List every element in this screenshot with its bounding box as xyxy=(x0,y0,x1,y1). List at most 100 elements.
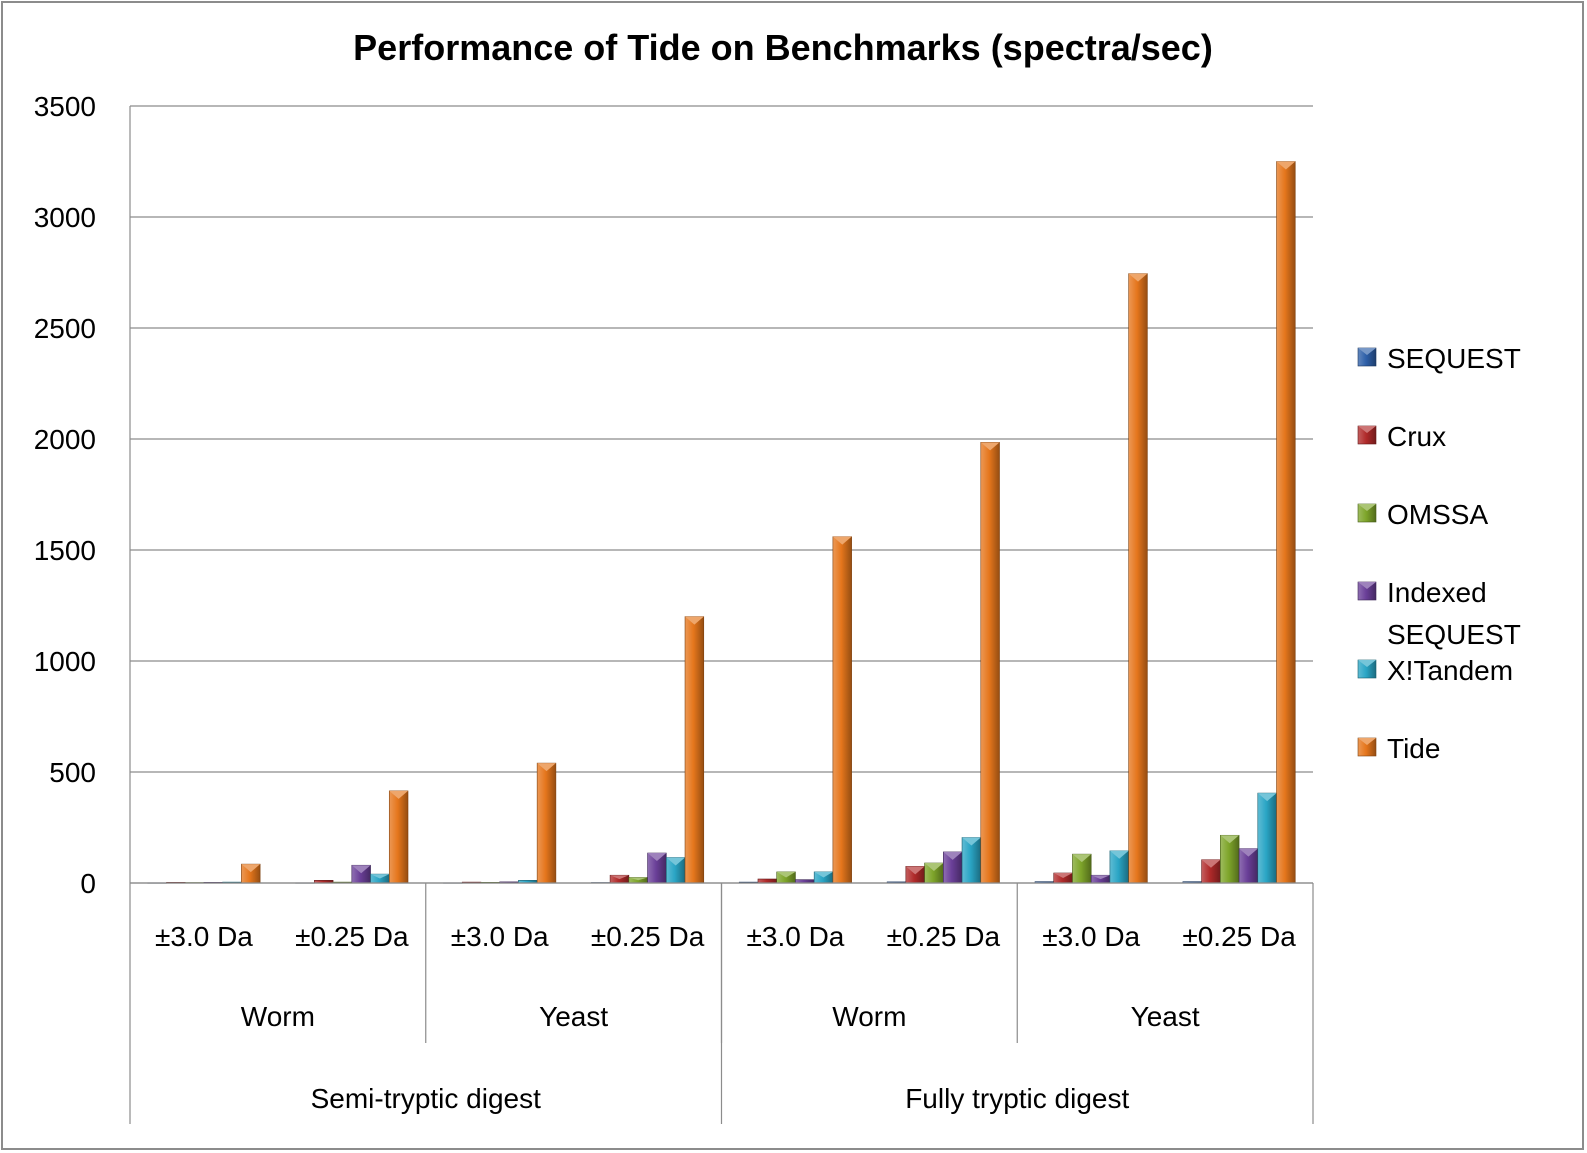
bar xyxy=(1238,848,1259,884)
x-supergroup-label: Fully tryptic digest xyxy=(905,1083,1129,1114)
bar-cap xyxy=(370,874,390,879)
x-tick-label: ±0.25 Da xyxy=(591,921,705,952)
y-tick-label: 1500 xyxy=(34,535,96,566)
bar xyxy=(1072,853,1092,884)
bar-cap xyxy=(1128,273,1148,282)
bar xyxy=(609,874,630,884)
bar xyxy=(980,442,1000,884)
legend-swatch-cap xyxy=(1358,660,1376,667)
x-group-label: Yeast xyxy=(539,1001,608,1032)
y-tick-label: 3000 xyxy=(34,202,96,233)
legend-swatch-cap xyxy=(1358,582,1376,589)
bar-cap xyxy=(943,851,963,860)
bar xyxy=(1257,792,1277,884)
legend-label: OMSSA xyxy=(1387,499,1488,530)
x-tick-label: ±0.25 Da xyxy=(887,921,1001,952)
y-tick-label: 1000 xyxy=(34,646,96,677)
bar-cap xyxy=(628,877,648,881)
legend-item: Crux xyxy=(1357,421,1446,452)
bar xyxy=(351,864,371,884)
x-tick-label: ±3.0 Da xyxy=(451,921,549,952)
bar xyxy=(943,851,963,884)
y-axis: 0 500 1000 1500 2000 2500 3000 3500 xyxy=(34,91,131,899)
bar-cap xyxy=(647,853,667,862)
legend-label: Tide xyxy=(1387,733,1440,764)
bar-cap xyxy=(962,837,981,846)
legend-item: Tide xyxy=(1357,733,1440,764)
legend-label: X!Tandem xyxy=(1387,655,1513,686)
bar-cap xyxy=(1257,793,1277,802)
legend: SEQUEST Crux OMSSA Indexed SEQUEST X!Tandem Ti… xyxy=(1357,343,1521,764)
y-tick-label: 2000 xyxy=(34,424,96,455)
bar-body xyxy=(980,442,1000,884)
x-tick-label: ±3.0 Da xyxy=(747,921,845,952)
legend-swatch-cap xyxy=(1358,348,1376,355)
legend-label: Crux xyxy=(1387,421,1446,452)
bar xyxy=(536,762,557,884)
bar-cap xyxy=(1109,850,1129,859)
bar-cap xyxy=(1220,835,1240,844)
legend-item: OMSSA xyxy=(1357,499,1488,530)
bar-body xyxy=(388,790,409,884)
y-tick-label: 2500 xyxy=(34,313,96,344)
bar-body xyxy=(1276,161,1296,884)
bar-cap xyxy=(776,871,796,878)
y-tick-label: 0 xyxy=(80,868,96,899)
bar xyxy=(370,873,390,884)
bar xyxy=(1220,834,1240,884)
bar-cap xyxy=(980,442,1000,451)
bar xyxy=(961,837,982,884)
bar-cap xyxy=(351,865,371,874)
bar-body xyxy=(684,616,705,884)
bar xyxy=(1053,872,1073,884)
bar xyxy=(647,852,667,884)
legend-swatch-cap xyxy=(1358,426,1376,433)
x-group-label: Worm xyxy=(832,1001,906,1032)
bar-cap xyxy=(1072,854,1092,863)
bar xyxy=(813,871,834,884)
bar xyxy=(905,866,925,884)
bar-cap xyxy=(924,863,944,872)
y-tick-label: 500 xyxy=(49,757,96,788)
x-group-label: Worm xyxy=(241,1001,315,1032)
x-tick-label: ±0.25 Da xyxy=(1182,921,1296,952)
bar-body xyxy=(832,536,852,884)
y-tick-label: 3500 xyxy=(34,91,96,122)
bar xyxy=(924,862,944,884)
bar-body xyxy=(1257,792,1277,884)
bar xyxy=(1128,273,1148,884)
legend-item: SEQUEST xyxy=(1357,343,1521,374)
bar xyxy=(1276,161,1296,884)
bar xyxy=(1090,874,1111,884)
bar xyxy=(1109,850,1129,884)
bar xyxy=(1201,859,1221,884)
bar-cap xyxy=(241,864,261,873)
legend-swatch-cap xyxy=(1358,738,1376,745)
bar-body xyxy=(1128,273,1148,884)
bar xyxy=(665,857,686,884)
chart-title: Performance of Tide on Benchmarks (spect… xyxy=(353,27,1213,68)
bars xyxy=(147,161,1296,884)
bar-cap xyxy=(832,536,852,545)
bar-cap xyxy=(610,875,629,880)
bar-cap xyxy=(1053,873,1073,879)
legend-swatch-cap xyxy=(1358,504,1376,511)
bar xyxy=(241,863,261,884)
bar-cap xyxy=(389,790,409,799)
legend-label: Indexed SEQUEST xyxy=(1387,577,1521,650)
bar xyxy=(628,877,648,884)
x-tick-label: ±3.0 Da xyxy=(1042,921,1140,952)
x-supergroup-label: Semi-tryptic digest xyxy=(311,1083,542,1114)
bar-cap xyxy=(1201,859,1221,868)
x-axis: ±3.0 Da ±0.25 Da ±3.0 Da ±0.25 Da ±3.0 Da ±0.… xyxy=(129,882,1314,1124)
bar-cap xyxy=(814,871,833,878)
bar xyxy=(684,616,705,884)
bar xyxy=(776,871,796,884)
bar-body xyxy=(536,762,557,884)
bar xyxy=(832,536,852,884)
bar-cap xyxy=(666,857,686,866)
bar xyxy=(388,790,409,884)
x-tick-label: ±3.0 Da xyxy=(155,921,253,952)
